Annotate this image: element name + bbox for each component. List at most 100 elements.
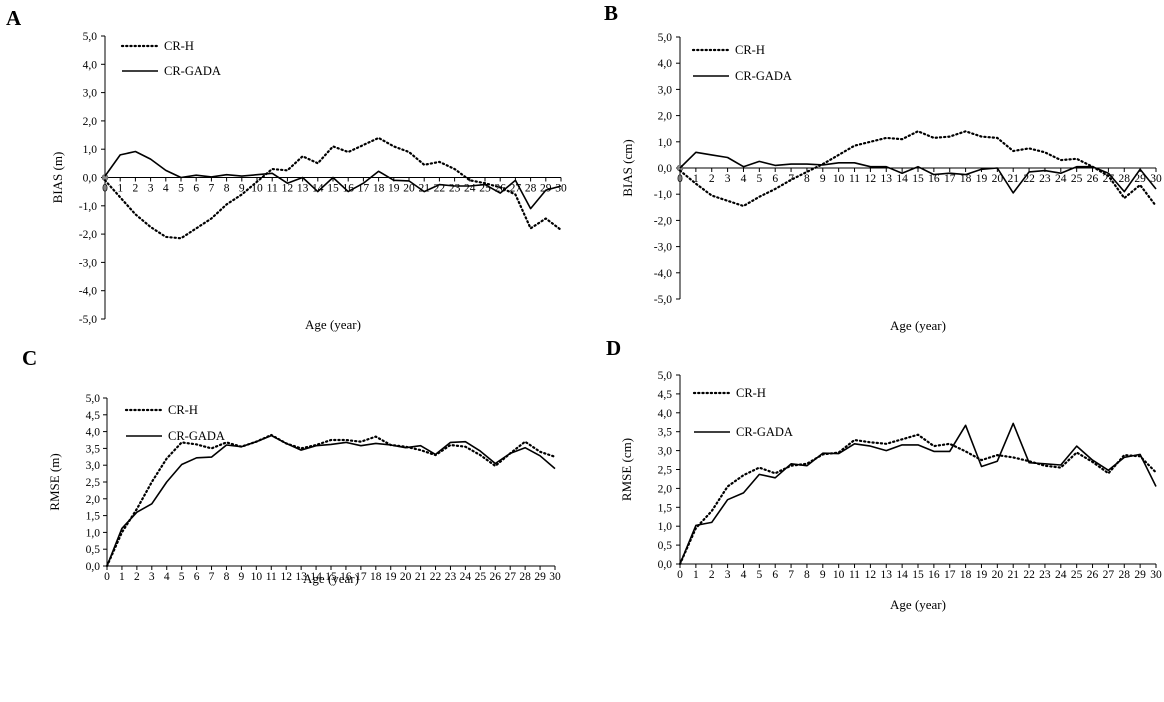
- series-line-cr-gada: [679, 151, 1157, 194]
- y-tick-label: 3,0: [658, 84, 673, 96]
- x-tick-label: 1: [119, 571, 125, 583]
- x-tick-label: 30: [555, 183, 567, 195]
- legend-label-cr-gada: CR-GADA: [736, 425, 793, 439]
- x-tick-label: 13: [297, 183, 309, 195]
- y-tick-label: 1,0: [658, 521, 673, 533]
- chart-panel-b: B 5,0 4,0 3,0 2,0 1,0 0,0 -1,0 -2,0 -3,0 -4,0 -5,0 0…: [604, 1, 1162, 333]
- x-tick-label: 24: [460, 571, 472, 583]
- x-tick-label: 8: [224, 183, 230, 195]
- x-tick-label: 16: [342, 183, 354, 195]
- y-tick-label: 3,0: [83, 88, 98, 100]
- x-tick-label: 3: [149, 571, 155, 583]
- y-tick-label: 0,5: [86, 544, 101, 556]
- y-tick-label: 0,0: [86, 561, 101, 573]
- x-tick-label: 1: [693, 569, 699, 581]
- x-tick-label: 5: [179, 571, 185, 583]
- y-tick-label: -5,0: [79, 314, 97, 326]
- y-tick-label: 3,0: [86, 460, 101, 472]
- panel-letter: A: [6, 6, 22, 30]
- x-axis-label: Age (year): [305, 317, 361, 332]
- y-tick-label: 3,0: [658, 446, 673, 458]
- x-tick-label: 10: [251, 183, 263, 195]
- series-line-cr-gada: [104, 150, 562, 210]
- x-tick-label: 19: [976, 173, 988, 185]
- x-tick-label: 18: [370, 571, 382, 583]
- x-tick-label: 27: [504, 571, 516, 583]
- x-tick-label: 14: [896, 569, 908, 581]
- x-tick-label: 12: [865, 173, 877, 185]
- y-tick-label: -3,0: [79, 257, 97, 269]
- y-tick-label: 1,5: [658, 502, 673, 514]
- y-tick-label: 2,0: [83, 116, 98, 128]
- y-tick-label: 0,0: [658, 559, 673, 571]
- y-tick-label: 5,0: [86, 393, 101, 405]
- x-tick-label: 26: [1087, 569, 1099, 581]
- x-tick-label: 20: [992, 569, 1004, 581]
- x-tick-label: 15: [912, 173, 924, 185]
- y-tick-label: 2,0: [86, 494, 101, 506]
- x-tick-label: 17: [355, 571, 367, 583]
- x-tick-label: 1: [117, 183, 123, 195]
- chart-panel-c: C5,04,54,03,53,02,52,01,51,00,50,00 1 2 3 4 5…: [22, 346, 561, 586]
- y-tick-label: 4,0: [83, 59, 98, 71]
- x-tick-label: 16: [340, 571, 352, 583]
- y-tick-label: 1,0: [83, 144, 98, 156]
- x-tick-label: 18: [960, 569, 972, 581]
- y-axis-label: BIAS (cm): [620, 139, 635, 196]
- x-tick-label: 0: [104, 571, 110, 583]
- x-tick-label: 6: [772, 569, 778, 581]
- y-tick-label: -2,0: [654, 215, 672, 227]
- y-tick-label: 3,5: [86, 443, 101, 455]
- x-tick-label: 29: [1134, 569, 1146, 581]
- x-tick-label: 0: [677, 173, 683, 185]
- y-tick-label: 5,0: [658, 370, 673, 382]
- x-tick-label: 27: [510, 183, 522, 195]
- x-axis-label: Age (year): [890, 318, 946, 333]
- y-tick-label: 4,0: [658, 408, 673, 420]
- x-tick-label: 22: [1023, 173, 1035, 185]
- x-tick-label: 5: [178, 183, 184, 195]
- x-tick-label: 21: [418, 183, 430, 195]
- x-tick-label: 4: [164, 571, 170, 583]
- series-line-cr-h: [105, 433, 557, 568]
- x-tick-label: 14: [896, 173, 908, 185]
- legend-label-cr-gada: CR-GADA: [168, 429, 225, 443]
- x-tick-label: 17: [944, 173, 956, 185]
- legend-label-cr-h: CR-H: [168, 403, 198, 417]
- x-tick-label: 27: [1103, 173, 1115, 185]
- x-tick-label: 22: [430, 571, 442, 583]
- series-line-cr-gada: [106, 434, 556, 567]
- x-tick-label: 10: [833, 173, 845, 185]
- x-tick-label: 16: [928, 569, 940, 581]
- x-tick-label: 23: [449, 183, 461, 195]
- x-tick-label: 13: [881, 173, 893, 185]
- y-tick-label: -3,0: [654, 242, 672, 254]
- x-tick-label: 9: [820, 173, 826, 185]
- legend-label-cr-gada: CR-GADA: [735, 69, 792, 83]
- x-tick-label: 5: [756, 569, 762, 581]
- x-tick-label: 9: [820, 569, 826, 581]
- y-tick-label: 2,0: [658, 111, 673, 123]
- x-tick-label: 23: [1039, 569, 1051, 581]
- x-tick-label: 2: [134, 571, 140, 583]
- x-tick-label: 18: [960, 173, 972, 185]
- x-tick-label: 6: [194, 571, 200, 583]
- y-tick-label: -1,0: [79, 201, 97, 213]
- series-line-cr-h: [103, 136, 563, 240]
- x-tick-label: 8: [224, 571, 230, 583]
- y-tick-label: -4,0: [654, 268, 672, 280]
- x-tick-label: 22: [1023, 569, 1035, 581]
- y-tick-label: 1,5: [86, 511, 101, 523]
- x-tick-label: 2: [133, 183, 139, 195]
- x-tick-label: 20: [992, 173, 1004, 185]
- y-tick-label: 3,5: [658, 427, 673, 439]
- x-tick-label: 10: [251, 571, 263, 583]
- x-tick-label: 11: [266, 571, 277, 583]
- x-tick-label: 21: [1007, 173, 1019, 185]
- y-tick-label: 0,0: [83, 173, 98, 185]
- x-tick-label: 3: [725, 173, 731, 185]
- x-tick-label: 12: [280, 571, 292, 583]
- series-line-cr-gada: [679, 422, 1157, 565]
- x-tick-label: 15: [912, 569, 924, 581]
- x-tick-label: 24: [464, 183, 476, 195]
